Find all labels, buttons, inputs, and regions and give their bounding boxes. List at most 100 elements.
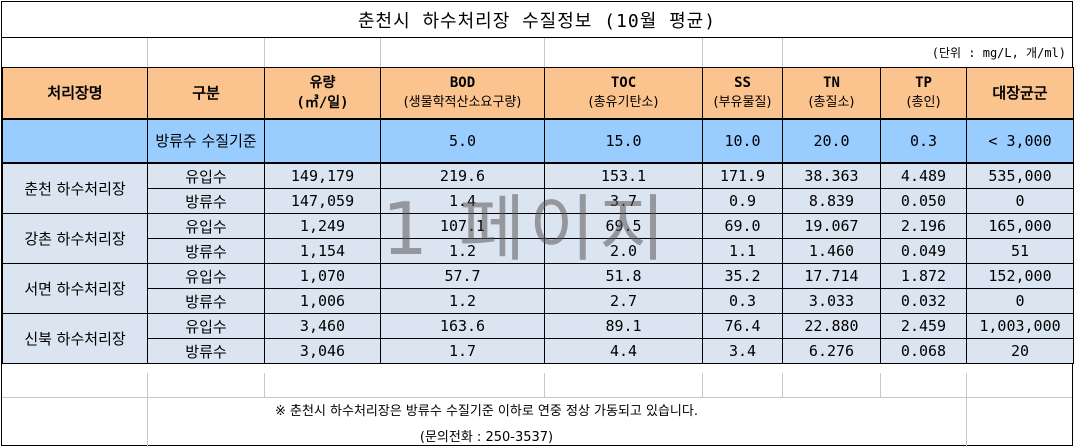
standard-toc: 15.0	[544, 118, 703, 164]
cell-ss: 3.4	[702, 338, 783, 364]
table-row: 방류수 1,154 1.2 2.0 1.1 1.460 0.049 51	[3, 238, 1074, 264]
cell-coliform: 20	[966, 338, 1074, 364]
grid-line	[147, 38, 148, 68]
cell-coliform: 51	[966, 238, 1074, 264]
cell-toc: 4.4	[544, 338, 703, 364]
standard-row: 방류수 수질기준 5.0 15.0 10.0 20.0 0.3 < 3,000	[2, 118, 1074, 164]
header-plant: 처리장명	[2, 67, 148, 120]
cell-toc: 69.5	[544, 213, 703, 239]
cell-bod: 1.2	[380, 288, 545, 314]
standard-tn: 20.0	[782, 118, 881, 164]
cell-tp: 2.196	[880, 213, 967, 239]
grid-line	[702, 38, 703, 68]
table-row: 방류수 1,006 1.2 2.7 0.3 3.033 0.032 0	[3, 288, 1074, 314]
plant-name: 춘천 하수처리장	[2, 162, 148, 214]
cell-tp: 4.489	[880, 162, 967, 189]
cell-toc: 3.7	[544, 188, 703, 214]
header-bod-sub: (생물학적산소요구량)	[403, 95, 522, 110]
grid-line	[380, 38, 381, 68]
header-toc-sub: (총유기탄소)	[588, 95, 659, 110]
cell-tn: 17.714	[782, 263, 881, 289]
row-kind: 유입수	[147, 263, 265, 289]
cell-flow: 3,460	[264, 313, 381, 339]
cell-ss: 76.4	[702, 313, 783, 339]
grid-line	[880, 373, 881, 398]
header-flow-label: 유량	[309, 75, 336, 91]
standard-coliform: < 3,000	[966, 118, 1074, 164]
cell-bod: 219.6	[380, 162, 545, 189]
header-tp-label: TP	[915, 75, 932, 91]
row-kind: 방류수	[147, 288, 265, 314]
cell-tn: 1.460	[782, 238, 881, 264]
cell-bod: 1.7	[380, 338, 545, 364]
cell-flow: 1,249	[264, 213, 381, 239]
grid-line	[264, 38, 265, 68]
plant-name: 서면 하수처리장	[2, 263, 148, 314]
header-ss: SS (부유물질)	[702, 67, 783, 120]
table-row: 춘천 하수처리장 유입수 149,179 219.6 153.1 171.9 3…	[2, 162, 1074, 214]
cell-bod: 57.7	[380, 263, 545, 289]
header-tn: TN (총질소)	[782, 67, 881, 120]
plant-name: 강촌 하수처리장	[2, 213, 148, 264]
header-bod-label: BOD	[449, 75, 476, 91]
cell-flow: 149,179	[264, 162, 381, 189]
table-row: 강촌 하수처리장 유입수 1,249 107.1 69.5 69.0 19.06…	[2, 213, 1074, 264]
grid-line	[782, 373, 783, 398]
header-tp: TP (총인)	[880, 67, 967, 120]
row-kind: 유입수	[147, 313, 265, 339]
header-flow: 유량 (㎥/일)	[264, 67, 381, 120]
standard-ss: 10.0	[702, 118, 783, 164]
cell-ss: 0.3	[702, 288, 783, 314]
header-coliform: 대장균군	[966, 67, 1074, 120]
grid-line	[782, 38, 783, 68]
cell-ss: 1.1	[702, 238, 783, 264]
page-title: 춘천시 하수처리장 수질정보 (10월 평균)	[2, 2, 1072, 38]
header-bod: BOD (생물학적산소요구량)	[380, 67, 545, 120]
row-kind: 유입수	[147, 213, 265, 239]
cell-toc: 153.1	[544, 162, 703, 189]
cell-toc: 51.8	[544, 263, 703, 289]
cell-tp: 0.049	[880, 238, 967, 264]
cell-tp: 0.068	[880, 338, 967, 364]
cell-coliform: 1,003,000	[966, 313, 1074, 339]
cell-tn: 3.033	[782, 288, 881, 314]
row-kind: 방류수	[147, 188, 265, 214]
cell-toc: 89.1	[544, 313, 703, 339]
standard-plant-cell	[2, 118, 148, 164]
header-tn-sub: (총질소)	[808, 95, 855, 110]
grid-line	[966, 373, 967, 447]
standard-tp: 0.3	[880, 118, 967, 164]
cell-ss: 35.2	[702, 263, 783, 289]
cell-tp: 1.872	[880, 263, 967, 289]
cell-tn: 8.839	[782, 188, 881, 214]
table-row: 방류수 3,046 1.7 4.4 3.4 6.276 0.068 20	[3, 338, 1074, 364]
header-ss-sub: (부유물질)	[713, 95, 772, 110]
header-row: 처리장명 구분 유량 (㎥/일) BOD (생물학적산소요구량) TOC (총유…	[2, 67, 1074, 120]
cell-ss: 0.9	[702, 188, 783, 214]
cell-coliform: 0	[966, 288, 1074, 314]
cell-coliform: 152,000	[966, 263, 1074, 289]
footnote: ※ 춘천시 하수처리장은 방류수 수질기준 이하로 연중 정상 가동되고 있습니…	[275, 404, 698, 419]
grid-line	[702, 373, 703, 398]
standard-bod: 5.0	[380, 118, 545, 164]
standard-label: 방류수 수질기준	[147, 118, 265, 164]
cell-bod: 1.4	[380, 188, 545, 214]
water-quality-table: 처리장명 구분 유량 (㎥/일) BOD (생물학적산소요구량) TOC (총유…	[2, 67, 1074, 364]
header-tn-label: TN	[823, 75, 840, 91]
cell-tn: 22.880	[782, 313, 881, 339]
cell-tn: 19.067	[782, 213, 881, 239]
contact-phone: (문의전화 : 250-3537)	[419, 430, 554, 445]
header-toc-label: TOC	[610, 75, 637, 91]
grid-line	[147, 373, 148, 447]
grid-line	[544, 373, 545, 398]
cell-flow: 1,154	[264, 238, 381, 264]
cell-flow: 3,046	[264, 338, 381, 364]
cell-tp: 0.050	[880, 188, 967, 214]
cell-coliform: 535,000	[966, 162, 1074, 189]
grid-line	[544, 38, 545, 68]
cell-coliform: 0	[966, 188, 1074, 214]
header-flow-unit: (㎥/일)	[296, 95, 349, 111]
unit-note: (단위 : mg/L, 개/ml)	[931, 46, 1066, 60]
cell-flow: 1,070	[264, 263, 381, 289]
cell-ss: 69.0	[702, 213, 783, 239]
